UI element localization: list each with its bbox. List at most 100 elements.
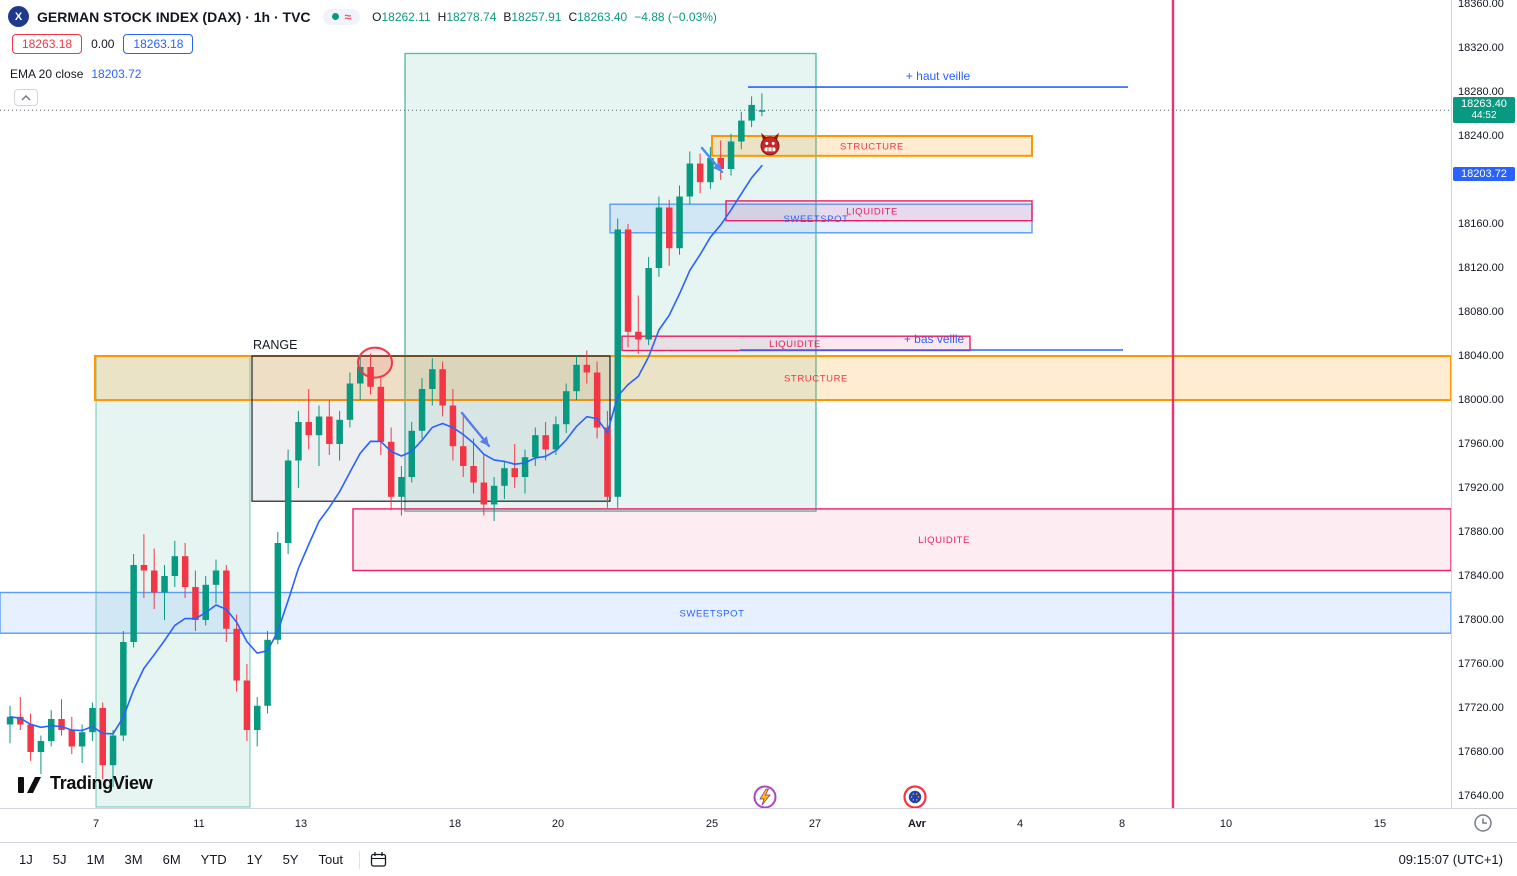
bottom-toolbar: 1J 5J 1M 3M 6M YTD 1Y 5Y Tout 09:15:07 (UTC+1) (0, 842, 1517, 876)
candle-body (573, 364, 580, 392)
candle-body (738, 120, 745, 142)
open-label: O (372, 9, 382, 24)
range-button-5y[interactable]: 5Y (274, 848, 308, 871)
devil-emoji-annotation[interactable] (760, 132, 780, 156)
candle-body (274, 543, 282, 640)
eu-star (912, 793, 914, 795)
collapse-legend-button[interactable] (14, 89, 38, 106)
candle (542, 422, 549, 461)
price-tick-label: 18080.00 (1458, 305, 1504, 318)
eu-star (910, 796, 913, 798)
open-group: O18262.11 (372, 10, 431, 24)
range-label: RANGE (253, 338, 297, 352)
goto-date-button[interactable] (367, 848, 390, 871)
candle (161, 565, 168, 620)
range-button-1m[interactable]: 1M (77, 848, 113, 871)
candle-body (532, 435, 539, 458)
circle-annotation[interactable] (357, 346, 393, 379)
candle-body (243, 680, 251, 730)
range-button-1y[interactable]: 1Y (238, 848, 272, 871)
ray-label-haut-veille: + haut veille (906, 69, 971, 83)
zone-structure-top[interactable] (711, 135, 1033, 157)
candle-body (563, 391, 570, 425)
candle-body (68, 730, 76, 747)
candle (490, 477, 498, 521)
zone-label: STRUCTURE (840, 141, 904, 152)
tradingview-logo[interactable]: TradingView (16, 771, 153, 796)
timezone-clock-icon[interactable] (1473, 813, 1493, 833)
time-tick-label: 25 (705, 818, 719, 830)
range-button-6m[interactable]: 6M (154, 848, 190, 871)
candle-body (696, 163, 704, 183)
low-group: B18257.91 (503, 10, 561, 24)
candle (686, 151, 694, 205)
range-button-1j[interactable]: 1J (10, 848, 42, 871)
zone-liquidite-big[interactable] (352, 508, 1451, 572)
price-line-box-blue[interactable]: 18263.18 (123, 34, 194, 54)
candle-body (748, 104, 755, 121)
candle-body (593, 372, 601, 428)
candle (604, 411, 611, 508)
time-tick-label: 4 (1016, 818, 1024, 830)
zone-sweetspot-wide[interactable] (0, 591, 1451, 634)
eu-flag-icon (908, 790, 922, 804)
chevron-up-icon (21, 94, 31, 101)
candle (233, 614, 240, 692)
candle (109, 730, 117, 788)
candlestick-chart[interactable]: STRUCTURESTRUCTURESWEETSPOTLIQUIDITELIQU… (0, 0, 1451, 808)
price-tick-label: 17880.00 (1458, 525, 1504, 538)
price-tick-label: 17680.00 (1458, 745, 1504, 758)
high-group: H18278.74 (438, 10, 497, 24)
candle-body (58, 719, 65, 730)
zone-label: LIQUIDITE (918, 535, 970, 546)
candle (254, 697, 261, 747)
candle-body (758, 110, 766, 112)
open-value: 18262.11 (381, 9, 431, 24)
indicator-name[interactable]: EMA 20 close (10, 67, 84, 81)
price-line-box-red[interactable]: 18263.18 (12, 34, 83, 54)
candle (460, 416, 467, 477)
ema-line[interactable] (9, 164, 763, 735)
price-tick-label: 18160.00 (1458, 217, 1504, 230)
candle (727, 133, 735, 176)
candle (305, 389, 312, 450)
range-button-ytd[interactable]: YTD (192, 848, 236, 871)
candle-body (37, 741, 45, 752)
tradingview-logo-icon (18, 777, 41, 793)
candle-body (109, 735, 117, 766)
market-status-pill[interactable]: ≈ (322, 8, 361, 25)
candle-body (604, 427, 611, 497)
candle-body (17, 716, 24, 725)
candle (192, 570, 199, 631)
zone-liquidite-mid[interactable] (725, 200, 1033, 222)
lightning-event-icon[interactable] (753, 785, 777, 808)
range-button-5j[interactable]: 5J (44, 848, 76, 871)
candle-body (635, 331, 642, 340)
devil-grin (764, 147, 776, 152)
zone-label: STRUCTURE (784, 374, 848, 385)
zone-structure-wide[interactable] (94, 355, 1451, 401)
candle-body (326, 416, 333, 444)
candle-body (676, 196, 683, 249)
candle-body (552, 424, 560, 450)
clock-timezone[interactable]: 09:15:07 (UTC+1) (1398, 852, 1503, 867)
low-value: 18257.91 (511, 9, 562, 24)
symbol-logo[interactable]: X (8, 6, 29, 27)
eu-event-icon[interactable] (903, 785, 927, 808)
eu-star (912, 799, 914, 801)
chart-pane[interactable]: STRUCTURE STRUCTURE SWEETSPOT LIQUIDITE LIQU… (0, 0, 1451, 808)
time-axis[interactable]: 7 11 13 18 20 25 27 Avr 4 8 10 15 (0, 808, 1517, 843)
candle (202, 576, 209, 626)
arrow-head-icon (479, 436, 489, 446)
candle (449, 389, 457, 461)
candle (274, 532, 282, 645)
symbol-title[interactable]: GERMAN STOCK INDEX (DAX) · 1h · TVC (37, 8, 311, 25)
change-value: −4.88 (−0.03%) (634, 9, 717, 24)
candle (326, 400, 333, 455)
low-label: B (503, 9, 512, 24)
price-tick-label: 18240.00 (1458, 129, 1504, 142)
range-button-3m[interactable]: 3M (116, 848, 152, 871)
candle-body (192, 587, 199, 620)
range-button-tout[interactable]: Tout (309, 848, 352, 871)
price-axis[interactable]: 18360.00 18320.00 18280.00 18240.00 18160.00… (1451, 0, 1517, 808)
